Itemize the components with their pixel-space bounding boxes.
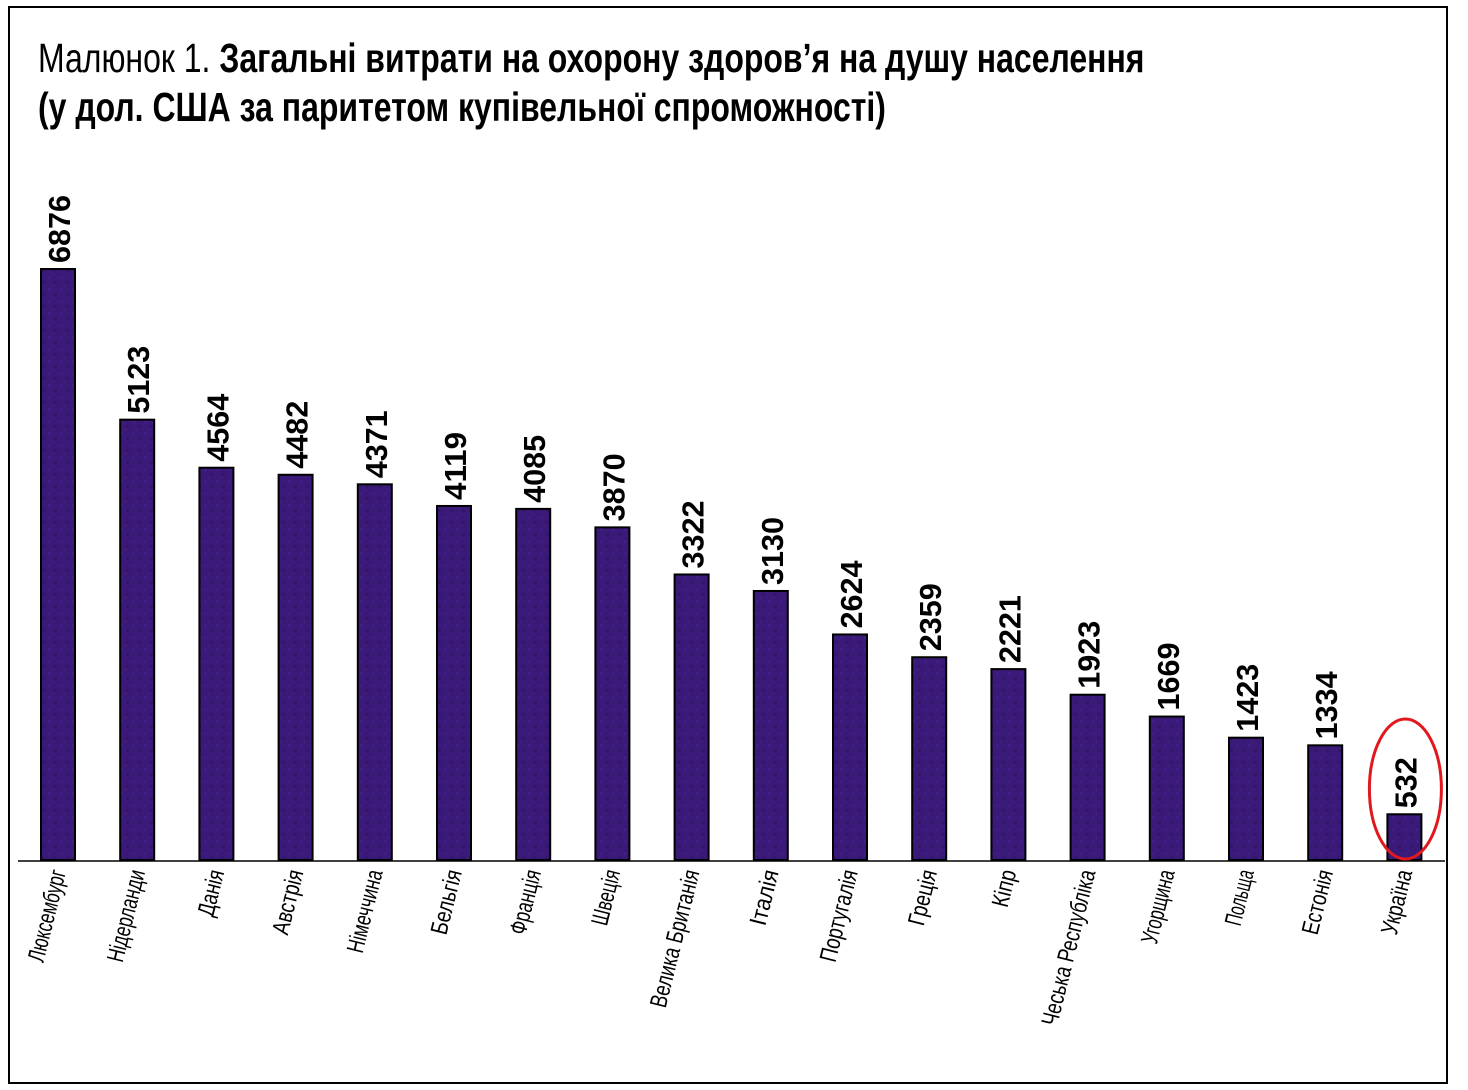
bar-16 [1228,736,1264,861]
value-label-5: 4371 [359,410,394,478]
bar-7 [515,507,552,861]
value-label-2: 5123 [121,346,156,414]
bar-15 [1148,715,1185,861]
category-label-15: Угорщина [1136,866,1180,946]
category-label-3: Данія [193,867,231,919]
bar-1 [40,268,76,861]
bar-14 [1069,693,1106,861]
bar-12 [911,656,948,861]
bar-4 [277,473,314,861]
value-label-9: 3322 [676,500,711,568]
title-prefix: Малюнок 1. [38,35,211,81]
bar-8 [594,526,631,861]
category-label-13: Кіпр [987,867,1022,910]
bar-11 [832,633,868,862]
category-labels-group: Люксембург Нідерланди Данія Австрія Німеччин… [23,866,1418,1028]
value-label-14: 1923 [1072,621,1107,689]
category-label-6: Бельгія [426,867,468,937]
value-label-7: 4085 [517,435,552,503]
value-label-18: 532 [1388,757,1423,808]
category-label-9: Велика Британія [645,867,705,1010]
bar-3 [198,466,235,861]
category-label-5: Німеччина [342,866,389,955]
bar-10 [752,589,789,861]
value-label-8: 3870 [596,453,631,521]
category-label-4: Австрія [267,867,309,937]
category-label-12: Греція [903,867,943,928]
value-label-4: 4482 [280,401,315,469]
value-label-16: 1423 [1230,664,1265,732]
value-label-12: 2359 [913,583,948,651]
value-label-17: 1334 [1309,671,1344,740]
title-main: Загальні витрати на охорону здоров’я на … [219,35,1145,81]
title-line-1: Малюнок 1. Загальні витрати на охорону з… [38,34,1144,83]
bar-9 [673,573,710,861]
highlight-circle [1367,717,1443,861]
value-labels-group: 6876 5123 4564 4482 4371 4119 4085 3870 3322 3130… [42,195,1423,808]
bar-2 [119,418,156,861]
value-label-11: 2624 [834,560,869,629]
title-line-2: (у дол. США за паритетом купівельної спр… [38,84,886,131]
value-label-1: 6876 [42,195,77,263]
category-label-1: Люксембург [23,867,72,965]
value-label-6: 4119 [438,432,473,500]
chart-frame [8,6,1448,1084]
bars-group [40,268,1423,862]
value-label-3: 4564 [200,393,235,462]
bar-13 [990,668,1027,862]
value-label-15: 1669 [1151,643,1186,711]
category-label-18: Україна [1376,866,1418,937]
value-label-13: 2221 [992,595,1027,663]
category-label-10: Італія [745,867,785,928]
category-label-7: Франція [505,867,547,937]
category-label-17: Естонія [1297,867,1339,937]
bar-17 [1307,744,1344,861]
category-label-16: Польща [1220,867,1260,929]
chart-title: Малюнок 1. Загальні витрати на охорону з… [38,34,1418,132]
category-label-2: Нідерланди [102,867,151,965]
bar-6 [436,504,472,861]
category-label-11: Португалія [815,867,864,965]
bar-5 [356,483,393,861]
value-label-10: 3130 [755,517,790,585]
category-label-8: Швеція [586,867,626,928]
category-label-14: Чеська Республіка [1037,866,1102,1028]
